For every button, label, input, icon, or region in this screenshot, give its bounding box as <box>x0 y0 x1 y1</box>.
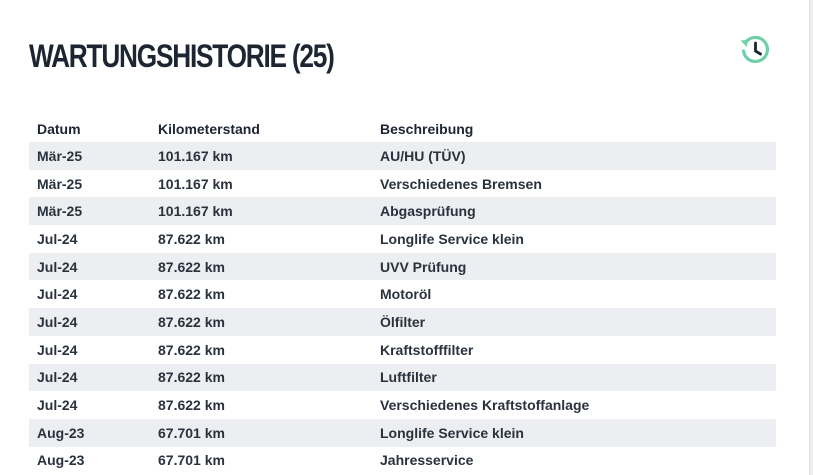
cell-mileage: 87.622 km <box>150 252 372 281</box>
history-table: Datum Kilometerstand Beschreibung Mär-25… <box>29 115 776 474</box>
cell-description: Jahresservice <box>380 452 474 469</box>
cell-mileage: 101.167 km <box>158 175 233 192</box>
table-header-row: Datum Kilometerstand Beschreibung <box>29 115 776 142</box>
cell-description: Longlife Service klein <box>380 230 524 247</box>
table-row: Jul-24 87.622 km UVV Prüfung <box>29 252 776 281</box>
cell-date: Jul-24 <box>37 341 78 358</box>
cell-mileage: 87.622 km <box>158 341 225 358</box>
table-row: Aug-23 67.701 km Longlife Service klein <box>29 418 776 447</box>
table-row: Jul-24 87.622 km Luftfilter <box>29 363 776 392</box>
cell-description: Luftfilter <box>372 363 776 392</box>
cell-description: Longlife Service klein <box>372 418 776 447</box>
cell-date: Jul-24 <box>37 230 78 247</box>
cell-mileage: 87.622 km <box>158 397 225 414</box>
table-row: Mär-25 101.167 km AU/HU (TÜV) <box>29 142 776 170</box>
cell-date: Mär-25 <box>29 197 150 226</box>
cell-description: Verschiedenes Bremsen <box>380 175 542 192</box>
cell-date: Jul-24 <box>29 363 150 392</box>
column-header-mileage: Kilometerstand <box>158 120 260 137</box>
table-row: Jul-24 87.622 km Motoröl <box>29 280 776 308</box>
table-row: Mär-25 101.167 km Abgasprüfung <box>29 197 776 226</box>
cell-description: Verschiedenes Kraftstoffanlage <box>380 397 590 414</box>
cell-mileage: 87.622 km <box>158 230 225 247</box>
cell-mileage: 87.622 km <box>158 286 225 303</box>
cell-date: Mär-25 <box>29 142 150 170</box>
table-row: Jul-24 87.622 km Verschiedenes Kraftstof… <box>29 391 776 419</box>
cell-description: Kraftstofffilter <box>380 341 474 358</box>
scrollbar-track[interactable] <box>809 0 813 475</box>
cell-date: Jul-24 <box>29 252 150 281</box>
table-row: Aug-23 67.701 km Jahresservice <box>29 447 776 475</box>
cell-mileage: 101.167 km <box>150 197 372 226</box>
column-header-description: Beschreibung <box>380 120 474 137</box>
panel-header: WARTUNGSHISTORIE (25) <box>29 34 775 78</box>
cell-mileage: 87.622 km <box>150 363 372 392</box>
cell-mileage: 67.701 km <box>150 418 372 447</box>
cell-mileage: 101.167 km <box>150 142 372 170</box>
cell-date: Jul-24 <box>29 308 150 336</box>
table-row: Jul-24 87.622 km Kraftstofffilter <box>29 336 776 364</box>
cell-description: Ölfilter <box>372 308 776 336</box>
table-row: Mär-25 101.167 km Verschiedenes Bremsen <box>29 170 776 198</box>
page-title: WARTUNGSHISTORIE (25) <box>29 38 335 74</box>
table-row: Jul-24 87.622 km Longlife Service klein <box>29 225 776 253</box>
table-row: Jul-24 87.622 km Ölfilter <box>29 308 776 336</box>
cell-date: Aug-23 <box>37 452 85 469</box>
cell-description: UVV Prüfung <box>372 252 776 281</box>
cell-date: Jul-24 <box>37 397 78 414</box>
cell-description: Abgasprüfung <box>372 197 776 226</box>
cell-date: Mär-25 <box>37 175 83 192</box>
cell-date: Jul-24 <box>37 286 78 303</box>
cell-date: Aug-23 <box>29 418 150 447</box>
history-icon <box>740 35 769 64</box>
cell-mileage: 87.622 km <box>150 308 372 336</box>
cell-description: AU/HU (TÜV) <box>372 142 776 170</box>
cell-mileage: 67.701 km <box>158 452 225 469</box>
cell-description: Motoröl <box>380 286 432 303</box>
history-button[interactable] <box>735 34 775 66</box>
column-header-date: Datum <box>37 120 81 137</box>
